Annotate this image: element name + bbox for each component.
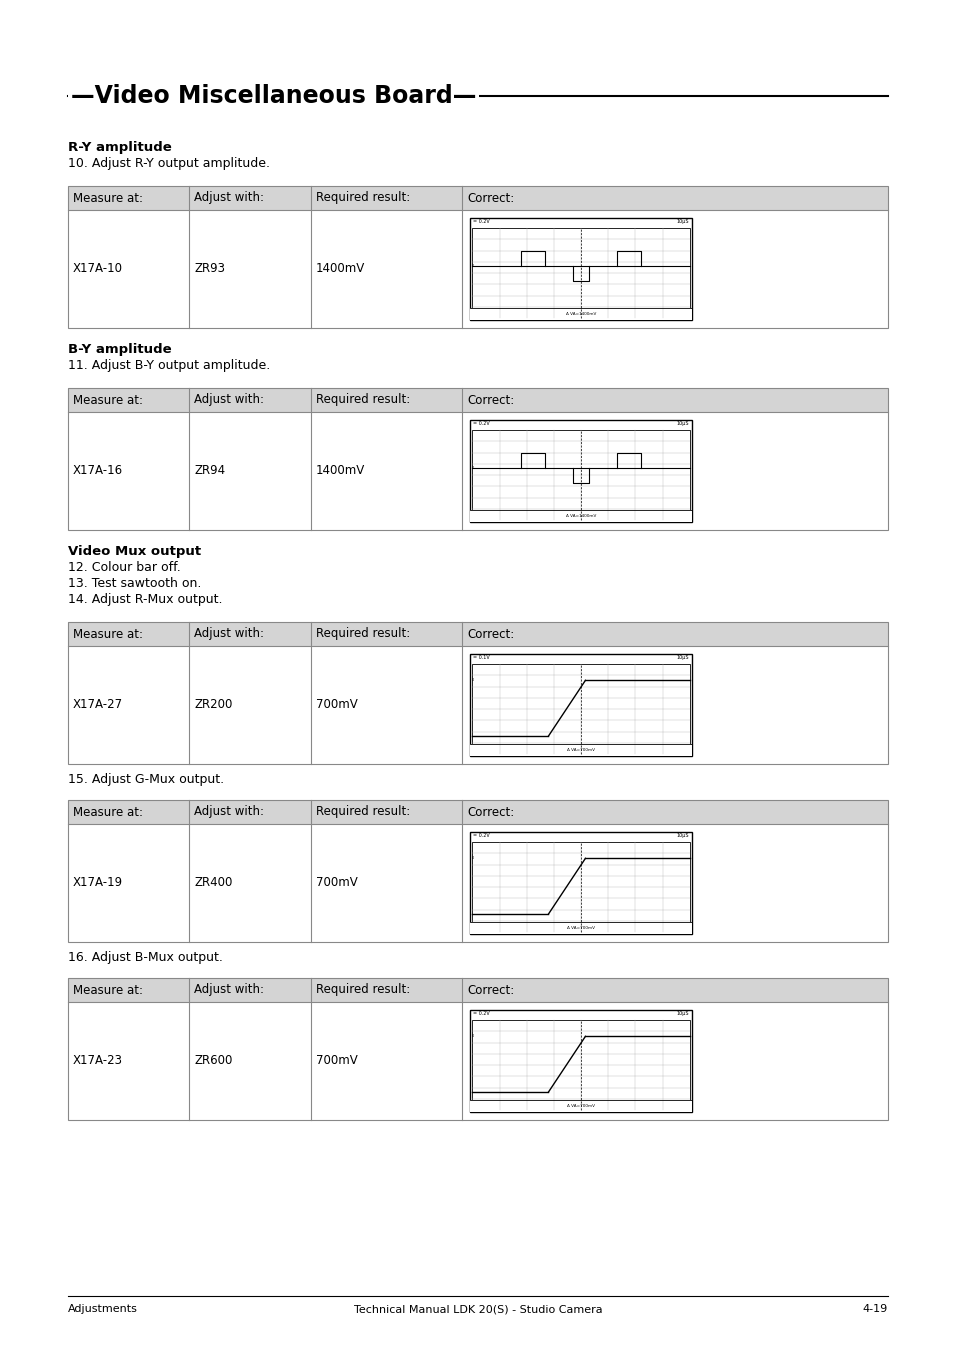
Bar (470, 308, 691, 320)
Bar (470, 218, 691, 320)
Text: 0: 0 (471, 678, 474, 682)
Bar (472, 842, 689, 932)
Bar (68, 978, 887, 1120)
Text: Correct:: Correct: (467, 984, 514, 997)
Text: ZR94: ZR94 (194, 465, 225, 477)
Text: ZR93: ZR93 (194, 262, 225, 276)
Bar (68, 800, 887, 942)
Text: = 0.2V: = 0.2V (473, 219, 490, 224)
Text: 1400mV: 1400mV (315, 262, 365, 276)
Text: 10µS: 10µS (676, 1011, 688, 1016)
Bar (470, 1011, 691, 1112)
Text: Required result:: Required result: (315, 393, 410, 407)
Text: 10. Adjust R-Y output amplitude.: 10. Adjust R-Y output amplitude. (68, 157, 270, 170)
Text: X17A-19: X17A-19 (73, 877, 123, 889)
Text: Measure at:: Measure at: (73, 805, 143, 819)
Text: Δ VA=1400mV: Δ VA=1400mV (565, 513, 596, 517)
Text: —Video Miscellaneous Board—: —Video Miscellaneous Board— (71, 84, 476, 108)
Bar (68, 800, 887, 824)
Bar (68, 621, 887, 646)
Text: X17A-10: X17A-10 (73, 262, 123, 276)
Text: X17A-16: X17A-16 (73, 465, 123, 477)
Bar (472, 430, 689, 520)
Text: 0: 0 (471, 1035, 474, 1039)
Text: X17A-23: X17A-23 (73, 1055, 123, 1067)
Text: Measure at:: Measure at: (73, 393, 143, 407)
Text: Required result:: Required result: (315, 627, 410, 640)
Text: Correct:: Correct: (467, 627, 514, 640)
Text: ZR200: ZR200 (194, 698, 233, 712)
Text: 10µS: 10µS (676, 219, 688, 224)
Text: Video Mux output: Video Mux output (68, 544, 201, 558)
Text: Δ VA=700mV: Δ VA=700mV (566, 925, 595, 929)
Text: Adjustments: Adjustments (68, 1304, 138, 1315)
Text: 13. Test sawtooth on.: 13. Test sawtooth on. (68, 577, 201, 590)
Text: = 0.2V: = 0.2V (473, 422, 490, 426)
Text: B-Y amplitude: B-Y amplitude (68, 343, 172, 357)
Bar (470, 420, 691, 521)
Text: 700mV: 700mV (315, 1055, 357, 1067)
Text: 10µS: 10µS (676, 834, 688, 838)
Text: Technical Manual LDK 20(S) - Studio Camera: Technical Manual LDK 20(S) - Studio Came… (354, 1304, 601, 1315)
Text: Adjust with:: Adjust with: (194, 805, 264, 819)
Text: Required result:: Required result: (315, 984, 410, 997)
Text: Required result:: Required result: (315, 805, 410, 819)
Text: = 0.2V: = 0.2V (473, 834, 490, 838)
Bar (470, 654, 691, 757)
Bar (68, 388, 887, 412)
Bar (68, 186, 887, 209)
Text: 10µS: 10µS (676, 422, 688, 426)
Text: 16. Adjust B-Mux output.: 16. Adjust B-Mux output. (68, 951, 223, 965)
Text: Correct:: Correct: (467, 393, 514, 407)
Text: R-Y amplitude: R-Y amplitude (68, 141, 172, 154)
Text: X17A-27: X17A-27 (73, 698, 123, 712)
Text: Correct:: Correct: (467, 192, 514, 204)
Text: Adjust with:: Adjust with: (194, 393, 264, 407)
Text: Adjust with:: Adjust with: (194, 192, 264, 204)
Bar (68, 621, 887, 765)
Text: 700mV: 700mV (315, 877, 357, 889)
Bar (470, 832, 691, 934)
Bar (470, 921, 691, 934)
Bar (472, 228, 689, 317)
Text: 0: 0 (471, 263, 474, 267)
Text: Correct:: Correct: (467, 805, 514, 819)
Text: ZR400: ZR400 (194, 877, 233, 889)
Bar (470, 744, 691, 757)
Bar (470, 1100, 691, 1112)
Text: 700mV: 700mV (315, 698, 357, 712)
Text: 14. Adjust R-Mux output.: 14. Adjust R-Mux output. (68, 593, 222, 607)
Bar (472, 665, 689, 754)
Bar (472, 1020, 689, 1111)
Bar (68, 388, 887, 530)
Text: Δ VA=700mV: Δ VA=700mV (566, 1104, 595, 1108)
Text: 0: 0 (471, 857, 474, 861)
Bar (68, 978, 887, 1002)
Text: = 0.2V: = 0.2V (473, 1011, 490, 1016)
Text: 10µS: 10µS (676, 655, 688, 661)
Text: Measure at:: Measure at: (73, 627, 143, 640)
Text: 11. Adjust B-Y output amplitude.: 11. Adjust B-Y output amplitude. (68, 359, 270, 372)
Text: Δ VA=1400mV: Δ VA=1400mV (565, 312, 596, 316)
Text: Measure at:: Measure at: (73, 192, 143, 204)
Bar (68, 186, 887, 328)
Text: 0: 0 (471, 466, 474, 470)
Text: 15. Adjust G-Mux output.: 15. Adjust G-Mux output. (68, 773, 224, 786)
Text: Measure at:: Measure at: (73, 984, 143, 997)
Text: 1400mV: 1400mV (315, 465, 365, 477)
Text: Required result:: Required result: (315, 192, 410, 204)
Text: Adjust with:: Adjust with: (194, 984, 264, 997)
Text: Δ VA=700mV: Δ VA=700mV (566, 748, 595, 753)
Text: Adjust with:: Adjust with: (194, 627, 264, 640)
Text: 4-19: 4-19 (862, 1304, 887, 1315)
Text: 12. Colour bar off.: 12. Colour bar off. (68, 561, 180, 574)
Text: ZR600: ZR600 (194, 1055, 233, 1067)
Bar (470, 509, 691, 521)
Text: = 0.1V: = 0.1V (473, 655, 490, 661)
